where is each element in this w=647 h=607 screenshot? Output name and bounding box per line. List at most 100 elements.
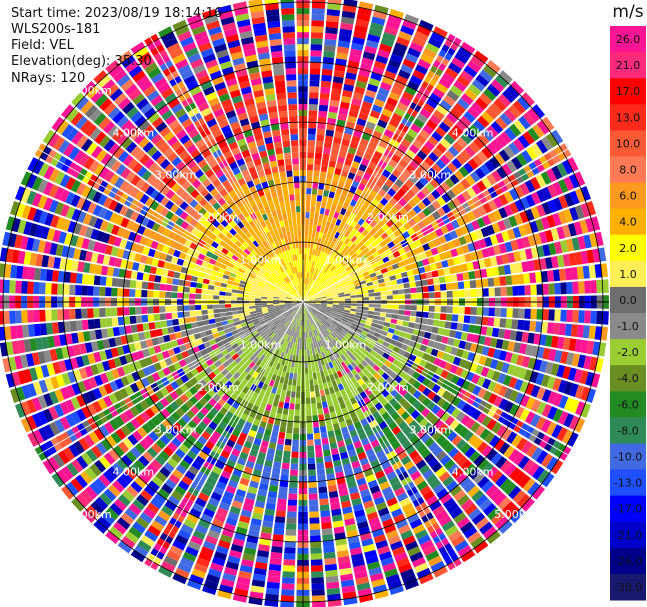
velocity-gate — [458, 426, 470, 438]
velocity-gate — [325, 202, 332, 210]
velocity-gate — [377, 368, 385, 376]
velocity-gate — [350, 273, 358, 279]
velocity-gate — [510, 80, 525, 95]
velocity-gate — [575, 188, 586, 203]
velocity-gate — [521, 440, 533, 454]
velocity-gate — [479, 498, 493, 512]
velocity-gate — [540, 171, 552, 185]
velocity-gate — [482, 526, 497, 540]
velocity-gate — [489, 156, 501, 169]
velocity-gate — [318, 486, 328, 494]
velocity-gate — [249, 295, 256, 298]
velocity-gate — [335, 284, 342, 289]
velocity-gate — [391, 334, 399, 341]
velocity-gate — [416, 191, 426, 201]
velocity-gate — [317, 311, 324, 316]
velocity-gate — [316, 462, 325, 470]
velocity-gate — [499, 112, 513, 126]
velocity-gate — [486, 448, 498, 461]
velocity-gate — [326, 15, 340, 23]
velocity-gate — [251, 391, 259, 400]
velocity-gate — [357, 346, 365, 353]
velocity-gate — [331, 88, 342, 96]
velocity-gate — [399, 207, 408, 216]
velocity-gate — [330, 288, 337, 292]
velocity-gate — [360, 177, 369, 186]
velocity-gate — [443, 497, 456, 510]
velocity-gate — [269, 392, 276, 400]
velocity-gate — [229, 549, 242, 559]
velocity-gate — [322, 323, 328, 330]
velocity-gate — [422, 397, 432, 407]
velocity-gate — [585, 217, 595, 233]
velocity-gate — [316, 286, 322, 291]
velocity-gate — [369, 384, 377, 393]
velocity-gate — [554, 282, 561, 295]
velocity-gate — [327, 166, 335, 174]
velocity-gate — [476, 412, 487, 424]
velocity-gate — [380, 556, 395, 567]
velocity-gate — [592, 248, 601, 263]
velocity-gate — [339, 28, 353, 37]
velocity-gate — [346, 152, 355, 161]
velocity-gate — [373, 534, 387, 544]
velocity-gate — [434, 291, 441, 298]
velocity-gate — [309, 286, 314, 293]
velocity-gate — [307, 319, 310, 326]
velocity-gate — [189, 574, 204, 585]
velocity-gate — [81, 308, 88, 319]
velocity-gate — [532, 124, 545, 138]
velocity-gate — [354, 314, 362, 319]
velocity-gate — [394, 42, 408, 53]
velocity-gate — [323, 344, 329, 351]
velocity-gate — [311, 273, 315, 280]
velocity-gate — [422, 124, 434, 135]
velocity-gate — [299, 307, 302, 314]
velocity-gate — [180, 523, 194, 535]
velocity-gate — [368, 304, 375, 308]
velocity-gate — [313, 323, 318, 329]
velocity-gate — [536, 189, 547, 203]
velocity-gate — [252, 469, 262, 477]
velocity-gate — [522, 459, 535, 473]
velocity-gate — [341, 426, 349, 435]
velocity-gate — [518, 285, 525, 296]
velocity-gate — [309, 311, 314, 318]
velocity-gate — [328, 490, 339, 499]
velocity-gate — [87, 319, 95, 330]
velocity-gate — [356, 477, 367, 486]
velocity-gate — [334, 245, 341, 253]
velocity-gate — [421, 258, 430, 266]
velocity-gate — [421, 407, 431, 418]
velocity-gate — [408, 208, 417, 218]
velocity-gate — [402, 193, 412, 203]
velocity-gate — [440, 225, 449, 235]
velocity-gate — [569, 399, 580, 414]
velocity-gate — [416, 567, 432, 579]
velocity-gate — [318, 319, 324, 325]
velocity-gate — [420, 448, 431, 459]
velocity-gate — [197, 492, 210, 502]
velocity-gate — [416, 480, 428, 491]
velocity-gate — [453, 102, 466, 115]
velocity-gate — [541, 472, 555, 488]
velocity-gate — [434, 174, 444, 185]
velocity-gate — [426, 495, 439, 507]
velocity-gate — [400, 455, 412, 466]
velocity-gate — [305, 391, 311, 398]
velocity-gate — [459, 115, 472, 128]
velocity-gate — [326, 581, 340, 589]
velocity-gate — [449, 364, 458, 374]
velocity-gate — [322, 233, 327, 240]
velocity-gate — [563, 176, 575, 191]
velocity-gate — [281, 589, 295, 596]
velocity-gate — [342, 4, 357, 13]
velocity-gate — [412, 371, 421, 380]
velocity-gate — [431, 394, 442, 404]
velocity-gate — [39, 309, 46, 322]
velocity-gate — [45, 269, 53, 282]
velocity-gate — [201, 289, 208, 295]
velocity-gate — [323, 350, 329, 358]
velocity-gate — [320, 358, 325, 366]
velocity-gate — [232, 314, 239, 319]
